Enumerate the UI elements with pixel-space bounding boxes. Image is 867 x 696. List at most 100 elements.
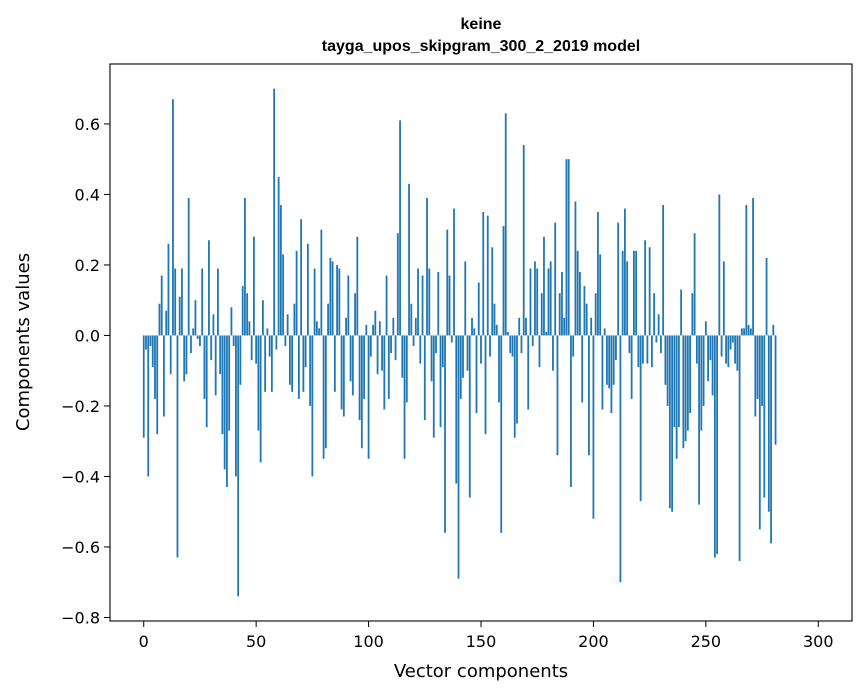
y-tick-label: −0.6 — [61, 538, 100, 557]
bar — [543, 236, 545, 336]
bar — [736, 335, 739, 371]
bar — [318, 328, 321, 336]
bar — [217, 268, 219, 336]
bar — [241, 286, 244, 336]
chart-title-line1: keine — [461, 16, 502, 33]
bar — [680, 289, 683, 336]
bar — [722, 261, 725, 336]
bar — [286, 314, 289, 336]
bar — [498, 335, 500, 403]
bar — [230, 307, 233, 336]
bar — [372, 324, 374, 336]
bar — [338, 268, 341, 336]
bar — [713, 335, 716, 558]
bar — [650, 335, 653, 368]
bar — [322, 335, 325, 459]
bar — [729, 335, 732, 350]
bar — [163, 335, 165, 417]
bar — [282, 254, 285, 336]
bar — [248, 321, 251, 336]
bar — [383, 335, 386, 410]
bar — [345, 317, 347, 336]
y-tick-label: 0.4 — [75, 185, 100, 204]
bar — [329, 257, 332, 336]
bar — [491, 247, 494, 336]
bar — [471, 317, 473, 336]
bar — [556, 335, 559, 456]
bar — [599, 254, 602, 336]
bar — [752, 197, 754, 336]
x-tick-label: 50 — [246, 632, 266, 651]
bar — [333, 335, 336, 392]
bar — [666, 335, 669, 406]
bar — [756, 335, 759, 399]
bar — [576, 250, 579, 336]
bar — [156, 335, 159, 435]
bar — [630, 335, 633, 399]
bar — [738, 335, 741, 562]
bar — [414, 317, 417, 336]
bar — [356, 236, 359, 336]
bar — [205, 335, 208, 428]
bar — [147, 335, 150, 477]
bar — [626, 261, 629, 336]
bar — [181, 268, 183, 336]
bar — [381, 335, 383, 371]
bar — [309, 335, 312, 406]
bar — [500, 335, 503, 533]
bar — [570, 335, 572, 488]
bar — [664, 335, 667, 385]
bar — [534, 261, 536, 336]
bar — [165, 310, 168, 336]
bar — [552, 335, 554, 371]
bar — [529, 268, 532, 336]
bar — [480, 335, 482, 364]
bar — [275, 335, 278, 350]
bar — [758, 335, 761, 530]
bar — [682, 335, 685, 449]
bar — [199, 335, 201, 347]
bar — [291, 335, 294, 392]
bar — [516, 335, 518, 424]
bar — [621, 250, 624, 336]
bar — [145, 335, 147, 350]
bar — [565, 159, 568, 336]
bar — [347, 275, 350, 336]
bar — [194, 300, 197, 336]
bar — [698, 335, 700, 505]
bar — [315, 321, 318, 336]
bar — [617, 222, 620, 336]
bar — [707, 335, 709, 382]
bar — [219, 335, 222, 375]
bar — [154, 335, 156, 399]
bar — [633, 250, 635, 336]
bar — [385, 275, 388, 336]
bar — [257, 335, 260, 431]
bar — [387, 335, 390, 399]
y-tick-label: −0.2 — [61, 397, 100, 416]
bar — [428, 268, 431, 336]
x-tick-label: 100 — [353, 632, 384, 651]
bar — [432, 335, 435, 438]
bar — [624, 208, 626, 336]
bar — [745, 205, 748, 336]
bar — [731, 335, 734, 343]
bar — [709, 335, 712, 361]
bar — [464, 261, 467, 336]
bar — [266, 328, 269, 336]
bar — [223, 335, 226, 470]
bar — [430, 335, 433, 382]
bar — [369, 335, 372, 357]
bar — [695, 335, 698, 364]
bar — [417, 268, 419, 336]
bar — [525, 317, 527, 336]
bar — [531, 335, 534, 347]
bar — [740, 328, 743, 336]
bar — [610, 335, 613, 414]
bar — [203, 335, 206, 399]
bar — [183, 335, 186, 382]
bar — [306, 243, 309, 336]
bar — [410, 303, 413, 336]
bar — [590, 317, 593, 336]
bar — [583, 286, 586, 336]
